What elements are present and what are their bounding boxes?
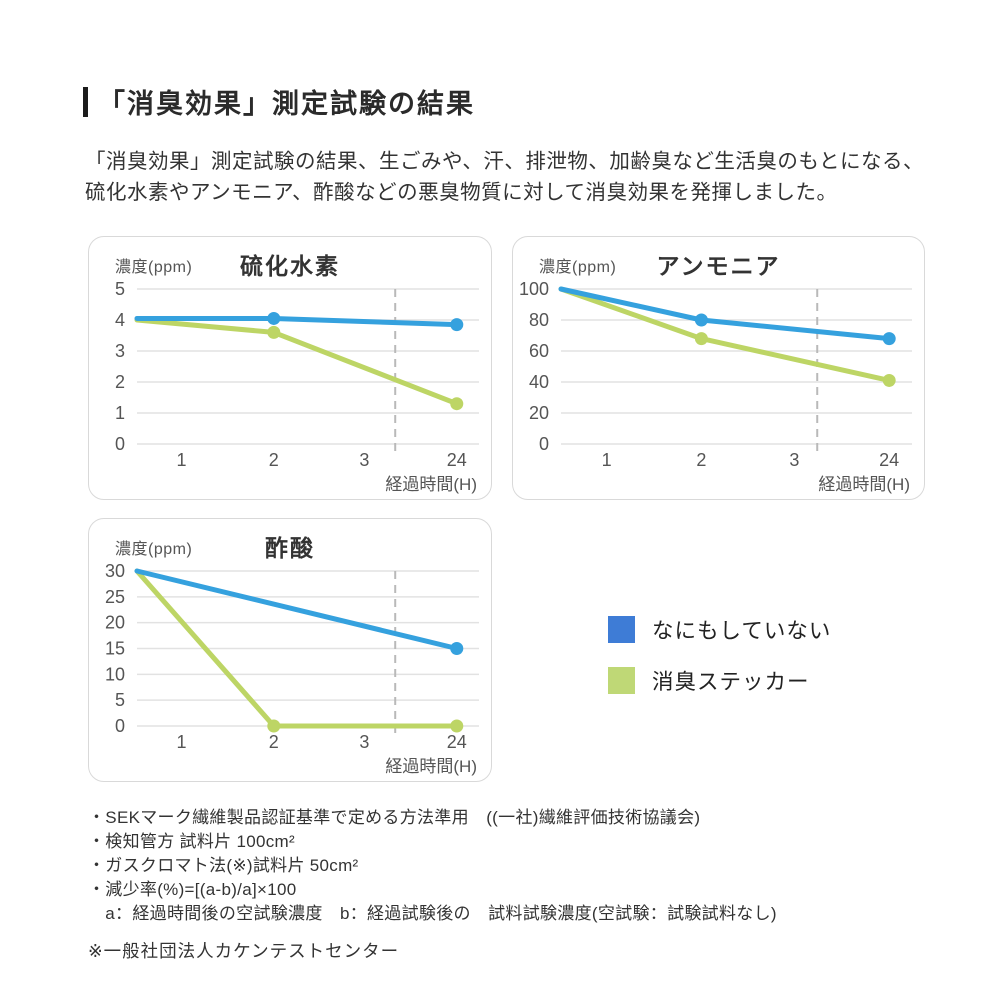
y-axis-label: 濃度(ppm) — [539, 259, 617, 276]
chart-legend: なにもしていない 消臭ステッカー — [608, 614, 831, 716]
svg-text:3: 3 — [115, 341, 125, 361]
legend-label: なにもしていない — [652, 619, 832, 643]
svg-text:5: 5 — [115, 279, 125, 299]
legend-item-deodorant-sticker: 消臭ステッカー — [608, 665, 831, 696]
svg-text:1: 1 — [115, 403, 125, 423]
x-axis-label: 経過時間(H) — [818, 475, 910, 494]
chart-panel-hydrogen-sulfide: 濃度(ppm) 硫化水素 5 4 3 2 1 0 1 2 3 24 経過時間(H) — [88, 236, 492, 500]
svg-text:24: 24 — [447, 732, 467, 752]
svg-text:2: 2 — [115, 372, 125, 392]
svg-text:1: 1 — [176, 732, 186, 752]
svg-text:3: 3 — [359, 732, 369, 752]
svg-text:80: 80 — [529, 310, 549, 330]
svg-text:1: 1 — [176, 450, 186, 470]
svg-text:3: 3 — [359, 450, 369, 470]
svg-text:0: 0 — [539, 434, 549, 454]
footnotes: ・SEKマーク繊維製品認証基準で定める方法準用 ((一社)繊維評価技術協議会) … — [88, 806, 777, 926]
svg-text:20: 20 — [105, 613, 125, 633]
svg-text:0: 0 — [115, 716, 125, 736]
chart-panel-acetic-acid: 濃度(ppm) 酢酸 30 25 20 15 10 5 0 1 2 3 24 経過時間(H) — [88, 518, 492, 782]
svg-text:60: 60 — [529, 341, 549, 361]
svg-text:30: 30 — [105, 561, 125, 581]
chart-title: 硫化水素 — [240, 253, 340, 279]
source-note: ※一般社団法人カケンテストセンター — [88, 941, 400, 961]
line-chart-acetic-acid: 30 25 20 15 10 5 0 1 2 3 24 — [105, 561, 479, 752]
page-title: 「消臭効果」測定試験の結果 — [98, 89, 475, 119]
svg-text:4: 4 — [115, 310, 125, 330]
svg-text:24: 24 — [879, 450, 899, 470]
svg-text:1: 1 — [602, 450, 612, 470]
svg-text:15: 15 — [105, 639, 125, 659]
page-heading: 「消臭効果」測定試験の結果 — [83, 82, 475, 121]
svg-text:40: 40 — [529, 372, 549, 392]
intro-paragraph: 「消臭効果」測定試験の結果、生ごみや、汗、排泄物、加齢臭など生活臭のもとになる、… — [85, 146, 965, 208]
svg-text:24: 24 — [447, 450, 467, 470]
chart-title: アンモニア — [656, 253, 781, 279]
line-chart-hydrogen-sulfide: 5 4 3 2 1 0 1 2 3 24 — [115, 279, 479, 470]
intro-line-2: 硫化水素やアンモニア、酢酸などの悪臭物質に対して消臭効果を発揮しました。 — [85, 181, 838, 204]
svg-text:0: 0 — [115, 434, 125, 454]
svg-text:10: 10 — [105, 664, 125, 684]
footnote-line: ・減少率(%)=[(a-b)/a]×100 — [88, 880, 297, 899]
heading-accent-bar — [83, 86, 88, 117]
svg-text:5: 5 — [115, 690, 125, 710]
svg-text:3: 3 — [789, 450, 799, 470]
line-chart-ammonia: 100 80 60 40 20 0 1 2 3 24 — [519, 279, 912, 470]
legend-swatch-blue — [608, 616, 635, 643]
y-axis-label: 濃度(ppm) — [115, 541, 193, 558]
svg-text:100: 100 — [519, 279, 549, 299]
legend-label: 消臭ステッカー — [652, 670, 810, 694]
footnote-line: ・検知管方 試料片 100cm² — [88, 832, 295, 851]
x-axis-label: 経過時間(H) — [385, 757, 477, 776]
footnote-line: ・SEKマーク繊維製品認証基準で定める方法準用 ((一社)繊維評価技術協議会) — [88, 808, 701, 827]
chart-title: 酢酸 — [265, 535, 315, 561]
y-axis-label: 濃度(ppm) — [115, 259, 193, 276]
intro-line-1: 「消臭効果」測定試験の結果、生ごみや、汗、排泄物、加齢臭など生活臭のもとになる、 — [85, 150, 924, 173]
svg-text:25: 25 — [105, 587, 125, 607]
svg-text:2: 2 — [269, 450, 279, 470]
svg-text:20: 20 — [529, 403, 549, 423]
footnote-line: ・ガスクロマト法(※)試料片 50cm² — [88, 856, 359, 875]
svg-text:2: 2 — [269, 732, 279, 752]
footnote-line: a：経過時間後の空試験濃度 b：経過試験後の 試料試験濃度(空試験：試験試料なし… — [88, 904, 777, 923]
x-axis-label: 経過時間(H) — [385, 475, 477, 494]
svg-text:2: 2 — [696, 450, 706, 470]
legend-item-untreated: なにもしていない — [608, 614, 831, 645]
legend-swatch-green — [608, 667, 635, 694]
chart-panel-ammonia: 濃度(ppm) アンモニア 100 80 60 40 20 0 1 2 3 24 経過時間(H) — [512, 236, 925, 500]
